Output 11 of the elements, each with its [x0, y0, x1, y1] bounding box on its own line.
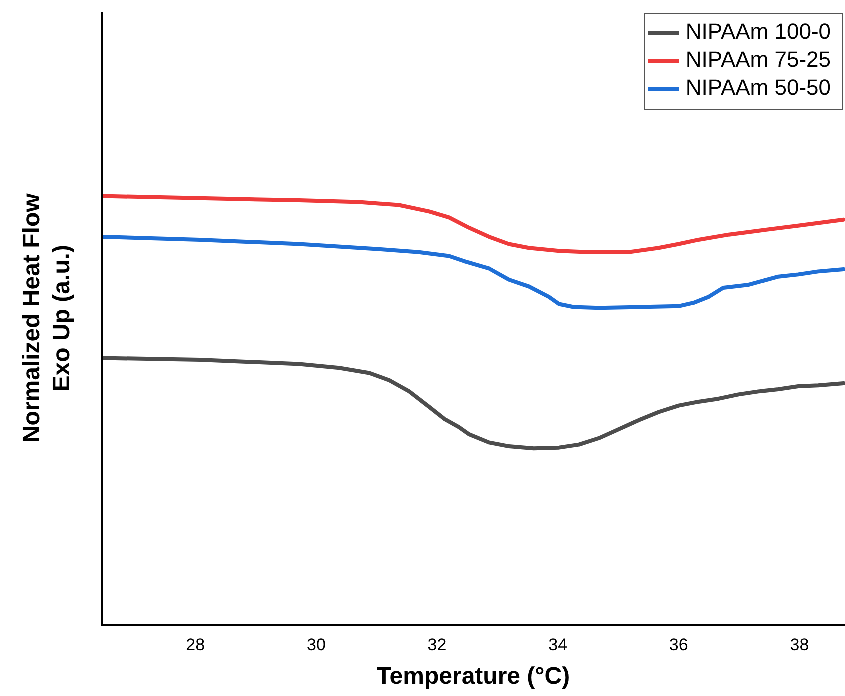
x-tick-label: 28: [186, 636, 206, 655]
x-tick-label: 34: [548, 636, 568, 655]
x-tick-label: 38: [790, 636, 810, 655]
legend-label: NIPAAm 75-25: [686, 47, 832, 72]
y-axis-title: Normalized Heat Flow Exo Up (a.u.): [18, 193, 76, 444]
x-tick-label: 36: [669, 636, 688, 655]
legend-label: NIPAAm 50-50: [686, 75, 832, 100]
x-axis-title: Temperature (°C): [376, 663, 570, 690]
legend-label: NIPAAm 100-0: [686, 19, 832, 44]
x-tick-label: 30: [306, 636, 326, 655]
x-tick-label: 32: [428, 636, 447, 655]
